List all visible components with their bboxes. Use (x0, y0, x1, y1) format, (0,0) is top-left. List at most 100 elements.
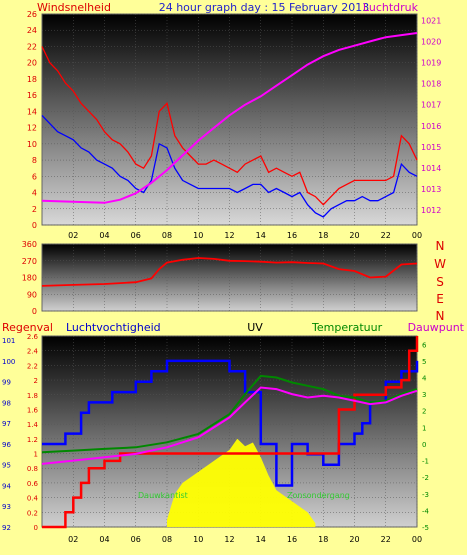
hour-tick-label: 08 (162, 535, 172, 544)
hour-tick-label: 14 (256, 535, 266, 544)
rain-tick-label: 1.8 (27, 392, 38, 400)
rain-tick-label: 0 (34, 524, 38, 532)
hour-tick-label: 10 (193, 231, 203, 240)
pressure-tick-label: 1018 (421, 80, 441, 89)
rain-tick-label: 0.8 (27, 465, 38, 473)
wind-speed-tick-label: 22 (27, 42, 37, 51)
wind-speed-tick-label: 8 (32, 156, 37, 165)
temperature-tick-label: 4 (422, 375, 427, 383)
wind-speed-tick-label: 24 (27, 26, 37, 35)
temperature-tick-label: 6 (422, 341, 427, 349)
wind-direction-tick-label: 360 (22, 240, 37, 249)
humidity-label: Luchtvochtigheid (66, 321, 161, 334)
rain-ticks: 0 0.2 0.4 0.6 0.8 1 1.2 1.4 1.6 1.8 2 2.2 2.4 2.6 (27, 333, 39, 532)
hour-ticks-bottom: 02 04 06 08 10 12 14 16 18 20 22 00 (68, 535, 422, 544)
compass-letter: N (436, 309, 445, 323)
rain-tick-label: 2.6 (27, 333, 39, 341)
pressure-tick-label: 1020 (421, 37, 441, 46)
rain-line (42, 336, 419, 529)
dewpoint-line (41, 386, 418, 465)
temperature-line (41, 374, 418, 454)
rain-tick-label: 1 (34, 451, 38, 459)
wind-speed-tick-label: 20 (27, 59, 37, 68)
dewpoint-label: Dauwpunt (408, 321, 465, 334)
hour-tick-label: 00 (412, 231, 422, 240)
pressure-line (41, 32, 418, 204)
rain-tick-label: 0.2 (27, 509, 38, 517)
hour-tick-label: 08 (162, 231, 172, 240)
humidity-tick-label: 96 (2, 441, 11, 449)
wind-direction-ticks: 0 90 180 270 360 (22, 240, 37, 316)
uv-label: UV (247, 321, 263, 334)
sunrise-annotation: Dauwkantist (138, 491, 188, 500)
pressure-ticks: 1012 1013 1014 1015 1016 1017 1018 1019 1020 1021 (421, 16, 441, 215)
humidity-tick-label: 94 (2, 482, 11, 490)
rain-humidity-series (41, 336, 419, 529)
humidity-tick-label: 92 (2, 524, 11, 532)
wind-direction-tick-label: 180 (22, 274, 37, 283)
rain-tick-label: 0.6 (27, 480, 39, 488)
temperature-tick-label: -5 (422, 524, 429, 532)
hour-tick-label: 22 (381, 231, 391, 240)
temperature-ticks: -5 -4 -3 -2 -1 0 1 2 3 4 5 6 (422, 341, 430, 532)
wind-speed-tick-label: 16 (27, 91, 37, 100)
compass-letter: N (436, 239, 445, 253)
hour-tick-label: 22 (381, 535, 391, 544)
wind-direction-series (41, 257, 418, 287)
sunset-annotation: Zonsondergang (287, 491, 350, 500)
hour-tick-label: 12 (224, 231, 234, 240)
wind-pressure-grid (42, 13, 418, 226)
temperature-tick-label: 2 (422, 408, 426, 416)
pressure-tick-label: 1021 (421, 16, 441, 25)
hour-tick-label: 18 (318, 231, 328, 240)
hour-tick-label: 20 (349, 535, 359, 544)
wind-speed-tick-label: 10 (27, 140, 37, 149)
wind-gust-line (41, 46, 418, 206)
humidity-tick-label: 99 (2, 379, 11, 387)
wind-direction-chart: 0 90 180 270 360 N W S E N (22, 239, 446, 323)
rain-tick-label: 2 (34, 377, 38, 385)
temperature-tick-label: 0 (422, 441, 426, 449)
graph-title: 24 hour graph day : 15 February 2013 (159, 1, 370, 14)
temperature-tick-label: -3 (422, 491, 429, 499)
temperature-tick-label: 1 (422, 424, 426, 432)
hour-tick-label: 06 (131, 535, 141, 544)
humidity-ticks: 92 93 94 95 96 97 98 99 100 101 (2, 337, 15, 532)
wind-speed-tick-label: 0 (32, 221, 37, 230)
hour-tick-label: 06 (131, 231, 141, 240)
wind-speed-label: Windsnelheid (37, 1, 111, 14)
hour-tick-label: 16 (287, 535, 297, 544)
compass-letter: S (436, 275, 444, 289)
humidity-tick-label: 98 (2, 399, 11, 407)
pressure-tick-label: 1013 (421, 185, 441, 194)
pressure-tick-label: 1014 (421, 164, 441, 173)
compass-letter: W (434, 257, 446, 271)
rain-tick-label: 1.6 (27, 406, 39, 414)
uv-area (167, 438, 316, 527)
wind-speed-tick-label: 12 (27, 124, 37, 133)
wind-direction-tick-label: 90 (27, 290, 37, 299)
wind-speed-tick-label: 4 (32, 189, 37, 198)
humidity-tick-label: 95 (2, 462, 11, 470)
pressure-tick-label: 1016 (421, 122, 441, 131)
pressure-label: Luchtdruk (363, 1, 419, 14)
wind-speed-tick-label: 18 (27, 75, 37, 84)
wind-direction-tick-label: 270 (22, 257, 37, 266)
temperature-tick-label: 5 (422, 358, 426, 366)
compass-letters: N W S E N (434, 239, 446, 323)
temperature-label: Temperatuur (311, 321, 383, 334)
humidity-line (42, 359, 419, 487)
wind-speed-tick-label: 2 (32, 205, 37, 214)
rain-tick-label: 2.2 (27, 362, 38, 370)
rain-tick-label: 1.2 (27, 436, 38, 444)
compass-letter: E (436, 292, 444, 306)
wind-speed-tick-label: 14 (27, 107, 37, 116)
pressure-tick-label: 1019 (421, 59, 441, 68)
wind-speed-tick-label: 6 (32, 172, 37, 181)
hour-ticks-top: 02 04 06 08 10 12 14 16 18 20 22 00 (68, 231, 422, 240)
hour-tick-label: 04 (99, 231, 109, 240)
hour-tick-label: 20 (349, 231, 359, 240)
